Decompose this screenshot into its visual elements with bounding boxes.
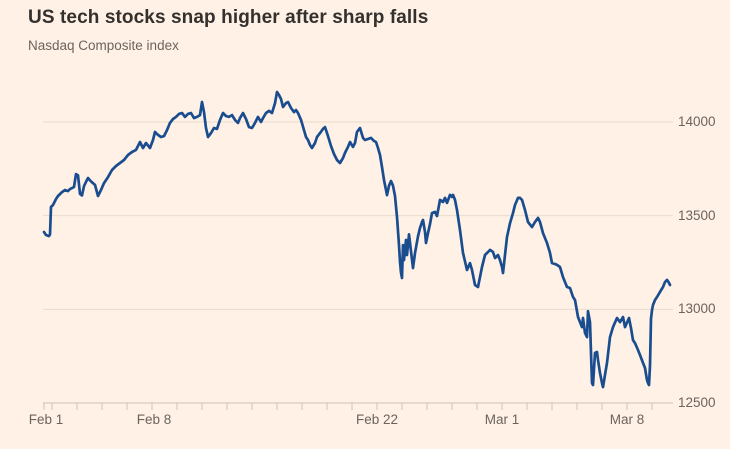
x-axis-label: Mar 8 xyxy=(609,412,645,427)
x-axis-label: Feb 8 xyxy=(136,412,172,427)
y-axis-label: 14000 xyxy=(678,114,716,129)
chart-subtitle: Nasdaq Composite index xyxy=(28,38,179,53)
y-axis-label: 12500 xyxy=(678,395,716,410)
chart-title: US tech stocks snap higher after sharp f… xyxy=(28,7,429,28)
nasdaq-line-series xyxy=(42,90,672,389)
x-axis-label: Mar 1 xyxy=(484,412,520,427)
y-axis-label: 13000 xyxy=(678,301,716,317)
x-axis-label: Feb 22 xyxy=(355,412,399,427)
x-axis-label: Feb 1 xyxy=(28,412,64,427)
y-axis-label: 13500 xyxy=(678,207,716,223)
